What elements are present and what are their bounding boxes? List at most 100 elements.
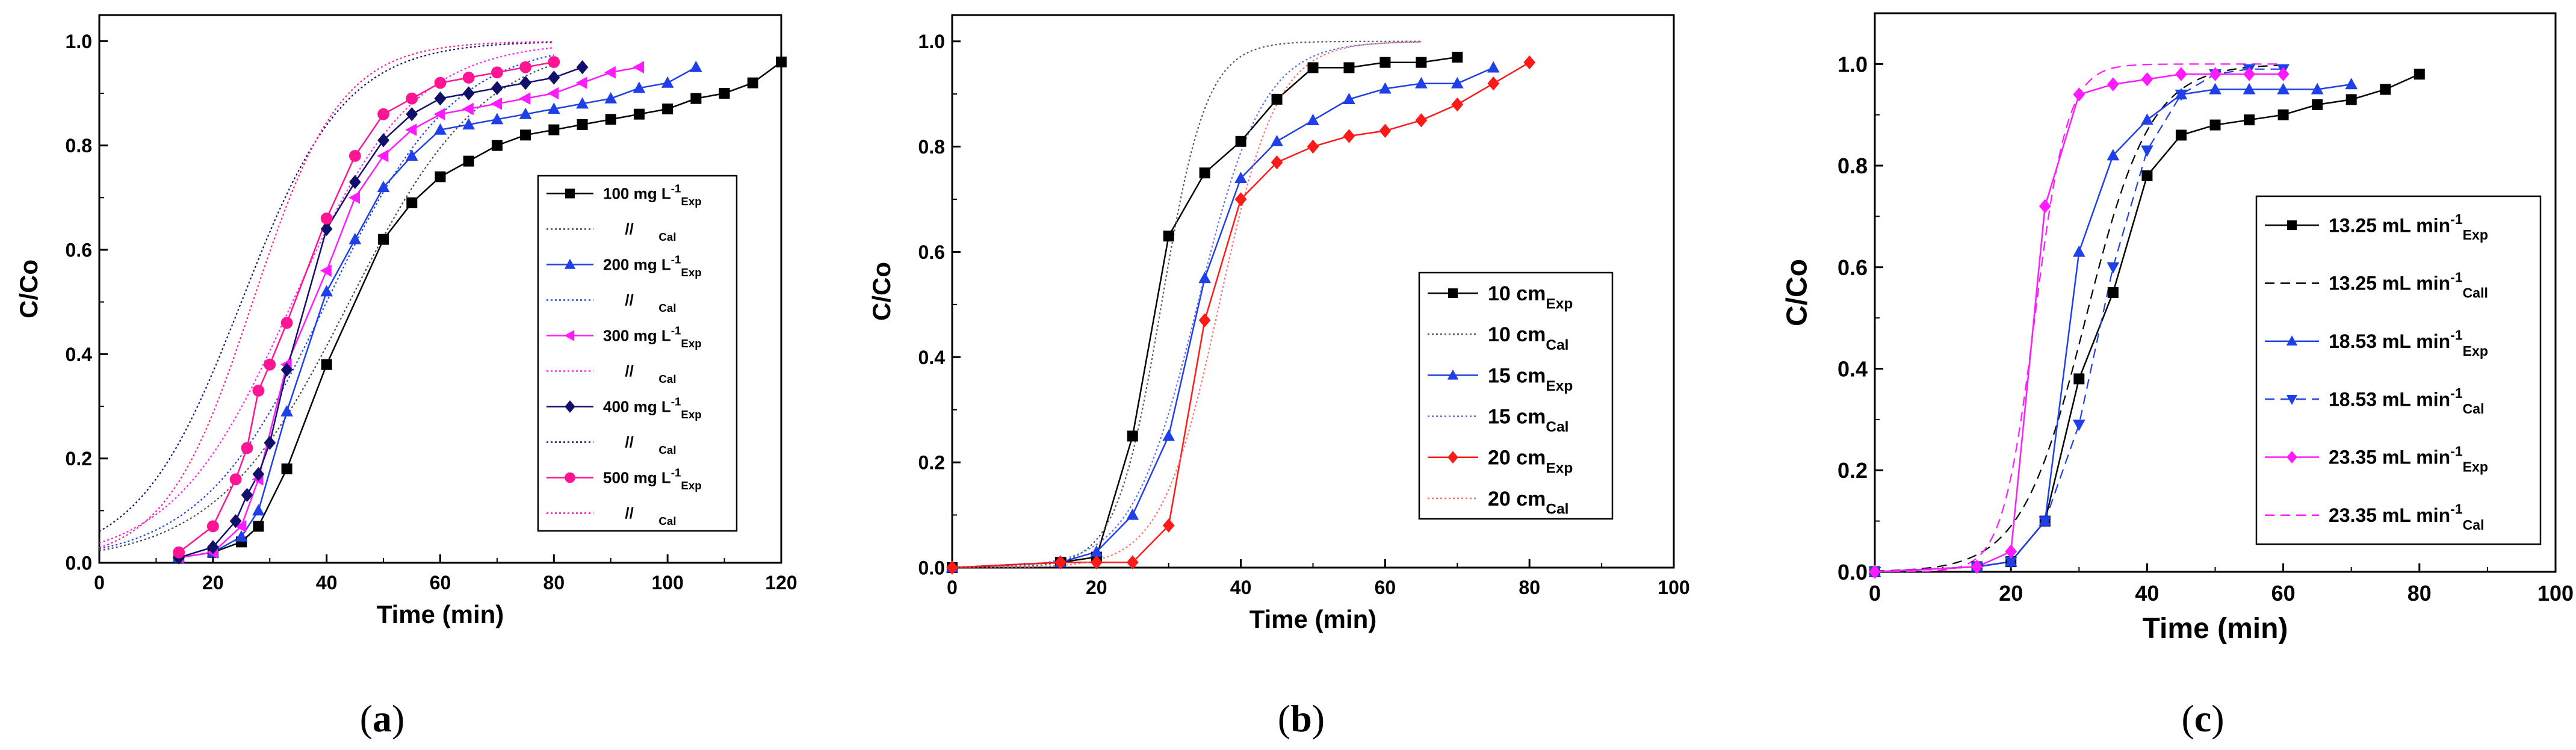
x-tick-label: 80 (543, 572, 565, 593)
data-point-5 (575, 76, 587, 90)
data-point-5 (1379, 123, 1392, 138)
data-point-4 (2072, 420, 2085, 432)
data-point-5 (1162, 518, 1175, 533)
data-point-1 (1199, 167, 1210, 179)
y-tick-label: 1.0 (66, 31, 92, 52)
legend-marker-5 (2287, 451, 2297, 463)
data-point-1 (2209, 119, 2221, 131)
data-point-5 (433, 108, 445, 121)
data-point-3 (2072, 245, 2085, 257)
data-point-1 (1271, 93, 1283, 105)
data-point-5 (2141, 72, 2153, 87)
x-tick-label: 20 (1999, 581, 2023, 606)
y-tick-label: 0.6 (918, 241, 945, 263)
data-point-7 (519, 75, 532, 90)
y-tick-label: 0.0 (918, 557, 945, 579)
data-point-9 (320, 212, 333, 225)
y-axis-label: C/Co (14, 259, 43, 318)
data-point-3 (1234, 172, 1247, 184)
data-point-1 (662, 104, 673, 114)
data-point-1 (2107, 287, 2119, 298)
data-point-1 (577, 119, 588, 130)
data-point-4 (2175, 89, 2188, 101)
data-point-7 (241, 488, 253, 503)
y-tick-label: 0.6 (1838, 255, 1868, 280)
x-axis-label: Time (min) (1249, 605, 1377, 633)
data-point-3 (2141, 113, 2153, 125)
y-tick-label: 0.2 (918, 452, 945, 474)
y-tick-label: 0.8 (66, 135, 92, 157)
series-line-9 (178, 61, 554, 553)
data-point-5 (2243, 67, 2255, 81)
data-point-4 (2141, 145, 2153, 157)
y-axis-label: C/Co (867, 262, 896, 321)
data-point-1 (2312, 99, 2323, 110)
y-tick-label: 0.6 (66, 240, 92, 261)
data-point-5 (377, 149, 389, 163)
data-point-1 (2413, 69, 2425, 80)
legend-box (537, 175, 738, 532)
x-tick-label: 60 (1375, 577, 1396, 598)
x-tick-label: 80 (2407, 581, 2432, 606)
series-line-3 (952, 67, 1494, 568)
data-point-1 (2141, 170, 2153, 181)
x-tick-label: 40 (316, 572, 338, 593)
x-tick-label: 80 (1519, 577, 1540, 598)
panel-b-chart: 0 20 40 60 80 100 0.0 0.2 0.4 0.6 0.8 1.0 Time (min)… (867, 14, 1690, 740)
series-line-4 (952, 41, 1422, 568)
data-point-9 (173, 546, 185, 559)
data-point-3 (633, 81, 646, 93)
data-point-1 (1343, 62, 1355, 73)
data-point-1 (378, 234, 389, 245)
data-point-7 (206, 540, 219, 554)
x-tick-label: 40 (2135, 581, 2159, 606)
legend-marker-9 (565, 472, 575, 483)
x-axis-label: Time (min) (377, 600, 504, 628)
data-point-5 (633, 61, 645, 74)
x-tick-label: 0 (94, 572, 105, 593)
data-point-1 (633, 108, 645, 120)
data-point-7 (434, 91, 447, 106)
series-line-6 (952, 41, 1422, 568)
legend-marker-1 (1448, 288, 1458, 299)
x-tick-label: 60 (2271, 581, 2296, 606)
data-point-1 (2175, 129, 2187, 141)
data-point-3 (348, 232, 362, 244)
data-point-1 (2073, 373, 2085, 385)
data-point-5 (1869, 565, 1881, 579)
data-point-9 (548, 56, 560, 68)
data-point-3 (280, 404, 293, 417)
data-point-1 (491, 140, 503, 151)
data-point-1 (1452, 51, 1463, 63)
x-tick-label: 40 (1230, 577, 1252, 598)
data-point-5 (1971, 559, 1983, 574)
data-point-5 (405, 123, 417, 137)
panel-c-chart: 0 20 40 60 80 100 0.0 0.2 0.4 0.6 0.8 1.0 Time (min)… (1781, 12, 2574, 740)
data-point-3 (2107, 149, 2120, 161)
legend-marker-5 (564, 330, 575, 341)
data-point-5 (235, 519, 247, 533)
data-point-5 (2073, 87, 2085, 102)
data-point-4 (2004, 557, 2017, 568)
data-point-5 (1090, 555, 1103, 569)
data-point-3 (1162, 429, 1175, 441)
data-point-3 (1198, 271, 1211, 284)
x-tick-label: 60 (430, 572, 451, 593)
data-point-3 (2209, 82, 2221, 95)
x-tick-label: 100 (651, 572, 683, 593)
series-line-2 (99, 64, 554, 551)
legend-marker-1 (565, 188, 575, 199)
x-tick-label: 120 (765, 572, 797, 593)
y-tick-label: 0.2 (1838, 458, 1868, 483)
data-point-3 (2277, 82, 2290, 95)
data-point-3 (1343, 93, 1355, 104)
data-point-9 (241, 442, 253, 454)
series-line-1 (952, 56, 1458, 568)
data-point-5 (1271, 155, 1283, 170)
data-point-5 (348, 191, 360, 204)
y-tick-label: 0.4 (1838, 357, 1868, 382)
data-point-3 (1379, 82, 1392, 94)
data-point-1 (605, 114, 616, 125)
